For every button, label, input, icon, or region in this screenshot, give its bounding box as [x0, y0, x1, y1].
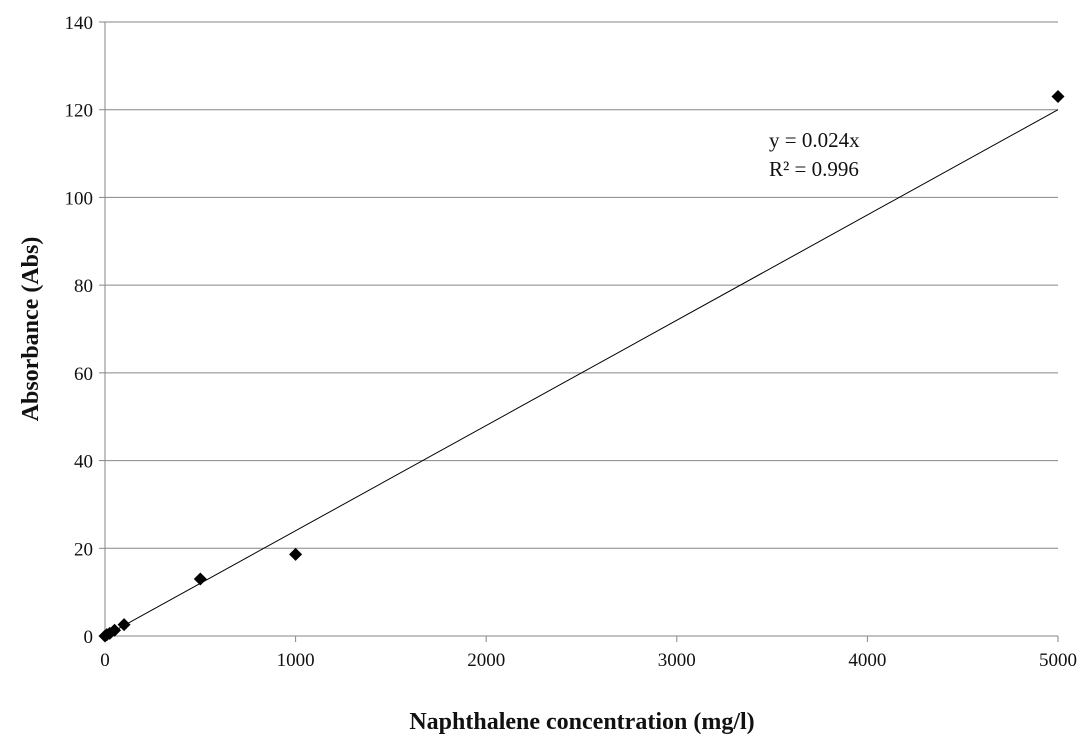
x-tick-labels: 0 1000 2000 3000 4000 5000: [100, 650, 1077, 671]
data-point-marker: [108, 623, 122, 637]
data-point-marker: [117, 618, 131, 632]
trendline-layer: [104, 109, 1059, 637]
plot-area: [105, 22, 1058, 636]
x-tick-label: 2000: [467, 650, 505, 671]
y-tick-labels: 0 20 40 60 80 100 120 140: [65, 13, 94, 648]
y-tick-label: 60: [74, 364, 93, 385]
trendline-r-squared: R² = 0.996: [769, 157, 859, 181]
x-tick-label: 1000: [277, 650, 315, 671]
y-tick-label: 0: [84, 627, 94, 648]
y-axis-title: Absorbance (Abs): [18, 237, 44, 422]
y-tick-label: 80: [74, 276, 93, 297]
data-points: [98, 90, 1065, 643]
x-tick-label: 3000: [658, 650, 696, 671]
y-tick-label: 100: [65, 188, 94, 209]
x-tick-label: 0: [100, 650, 110, 671]
data-point-marker: [289, 547, 303, 561]
data-point-marker: [193, 572, 207, 586]
y-tick-label: 20: [74, 539, 93, 560]
x-tick-label: 4000: [848, 650, 886, 671]
y-tick-label: 140: [65, 13, 94, 34]
trendline-equation: y = 0.024x: [769, 128, 860, 152]
data-point-marker: [1051, 90, 1065, 104]
x-axis-title: Naphthalene concentration (mg/l): [409, 709, 754, 735]
y-tick-label: 40: [74, 452, 93, 473]
axes: [99, 21, 1059, 642]
x-tick-label: 5000: [1039, 650, 1077, 671]
trendline: [104, 109, 1059, 637]
y-tick-label: 120: [65, 101, 94, 122]
